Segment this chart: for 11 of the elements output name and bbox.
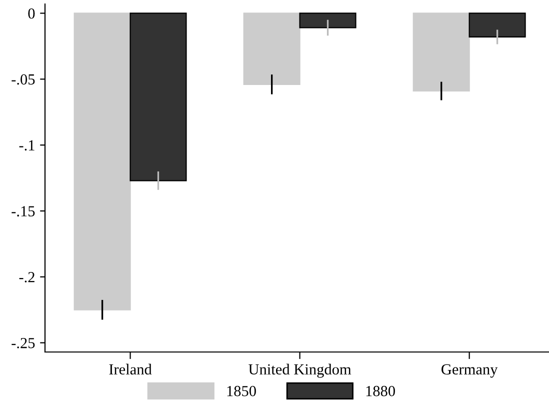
legend-label: 1850 bbox=[227, 386, 256, 396]
y-tick-label: -.15 bbox=[12, 206, 35, 216]
legend-label: 1880 bbox=[366, 386, 395, 396]
y-tick-label: -.25 bbox=[12, 338, 35, 348]
x-tick-label: Ireland bbox=[109, 364, 152, 375]
y-tick-label: -.2 bbox=[19, 272, 34, 282]
x-tick-label: Germany bbox=[442, 364, 498, 378]
y-tick-label: -.1 bbox=[19, 140, 34, 151]
x-tick-label: United Kingdom bbox=[248, 364, 352, 378]
y-tick-label: 0 bbox=[28, 8, 35, 19]
y-tick-label: -.05 bbox=[12, 74, 35, 85]
